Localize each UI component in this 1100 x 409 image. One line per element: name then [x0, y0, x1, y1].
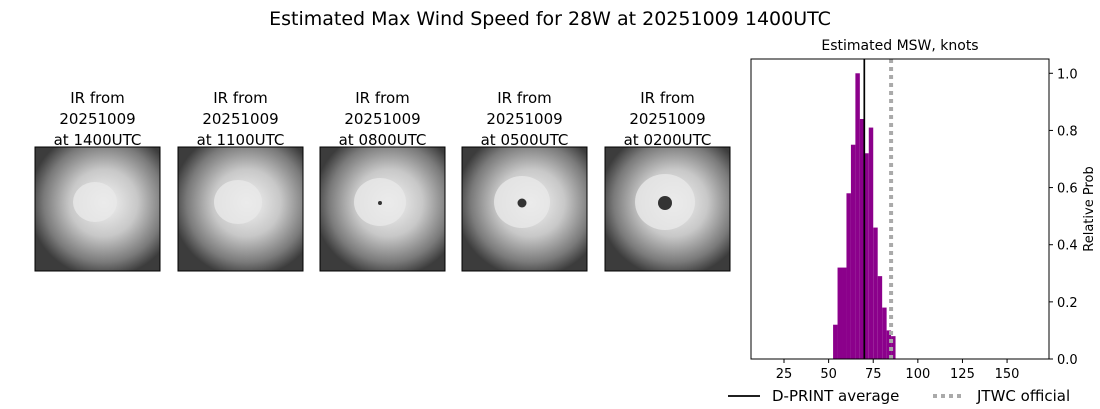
bar [873, 227, 878, 359]
cloud-core [73, 182, 117, 222]
panel-title: at 0200UTC [624, 131, 712, 149]
panel-title: at 0800UTC [339, 131, 427, 149]
bar [850, 144, 856, 359]
y-tick-label: 0.4 [1057, 239, 1078, 254]
y-tick-label: 0.6 [1057, 182, 1078, 197]
image-frame [319, 146, 446, 272]
y-tick-label: 0.8 [1057, 124, 1078, 139]
panel-title: at 1100UTC [197, 131, 285, 149]
ir-image [34, 146, 161, 272]
x-tick-label: 150 [995, 367, 1020, 382]
panel-title: IR from [70, 89, 125, 107]
image-frame [461, 146, 588, 272]
panel-title: IR from [213, 89, 268, 107]
panel-title: IR from [355, 89, 410, 107]
figure-title: Estimated Max Wind Speed for 28W at 2025… [269, 8, 831, 30]
bar [855, 73, 860, 360]
bar [833, 324, 838, 359]
x-tick-label: 50 [820, 367, 837, 382]
bar [859, 119, 865, 359]
y-tick-label: 0.2 [1057, 296, 1078, 311]
image-frame [604, 146, 731, 272]
panel-title: at 1400UTC [54, 131, 142, 149]
legend-label: JTWC official [976, 387, 1070, 405]
bar [882, 307, 887, 359]
x-tick-label: 75 [865, 367, 882, 382]
ir-image [461, 146, 588, 272]
image-frame [34, 146, 161, 272]
panel-title: 20251009 [202, 110, 278, 128]
panel-title: IR from [497, 89, 552, 107]
eye [378, 201, 382, 205]
bar [886, 330, 892, 359]
x-tick-label: 125 [950, 367, 975, 382]
bar [842, 267, 847, 359]
bar [877, 276, 883, 359]
cloud-core [214, 180, 262, 224]
ir-image [319, 146, 446, 272]
legend-label: D-PRINT average [772, 387, 899, 405]
y-tick-label: 1.0 [1057, 67, 1078, 82]
y-tick-label: 0.0 [1057, 353, 1078, 368]
eye [517, 198, 527, 208]
plot-frame [750, 58, 1050, 360]
bar [891, 336, 896, 359]
panel-title: IR from [640, 89, 695, 107]
chart-title: Estimated MSW, knots [821, 38, 978, 54]
ir-image [604, 146, 731, 272]
y-axis-label: Relative Prob [1082, 166, 1097, 251]
panel-title: 20251009 [629, 110, 705, 128]
eye [658, 196, 672, 210]
x-tick-label: 100 [905, 367, 930, 382]
ir-image [177, 146, 304, 272]
panel-title: at 0500UTC [481, 131, 569, 149]
image-frame [177, 146, 304, 272]
panel-title: 20251009 [486, 110, 562, 128]
x-tick-label: 25 [776, 367, 793, 382]
bar [868, 127, 874, 359]
bar [837, 267, 843, 359]
panel-title: 20251009 [59, 110, 135, 128]
panel-title: 20251009 [344, 110, 420, 128]
bar [864, 153, 869, 359]
bar [846, 193, 851, 359]
